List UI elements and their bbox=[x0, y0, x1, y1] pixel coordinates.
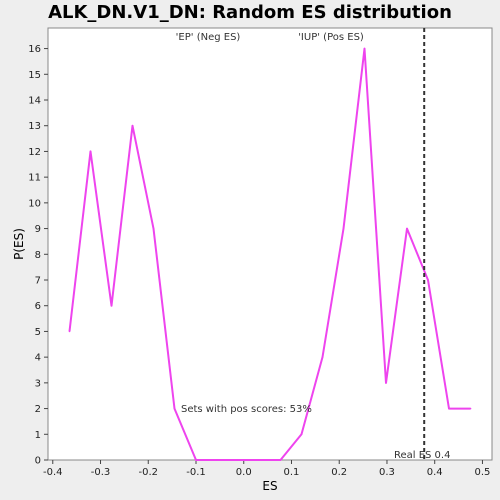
data-point bbox=[89, 150, 92, 153]
y-tick-label: 7 bbox=[35, 276, 41, 287]
y-tick-label: 12 bbox=[28, 147, 41, 158]
x-tick-label: 0.5 bbox=[474, 467, 490, 478]
data-point bbox=[131, 124, 134, 127]
data-point bbox=[110, 304, 113, 307]
data-point bbox=[427, 279, 429, 281]
y-tick-label: 9 bbox=[35, 224, 41, 235]
data-point bbox=[237, 459, 239, 461]
data-point bbox=[300, 433, 303, 436]
x-axis-label: ES bbox=[262, 479, 277, 493]
data-point bbox=[342, 227, 345, 230]
y-tick-label: 13 bbox=[28, 121, 41, 132]
x-tick-label: 0.0 bbox=[236, 467, 252, 478]
chart-title: ALK_DN.V1_DN: Random ES distribution bbox=[48, 2, 452, 23]
x-tick-label: 0.2 bbox=[331, 467, 347, 478]
series-layer bbox=[68, 47, 472, 461]
data-point bbox=[173, 407, 176, 410]
data-point bbox=[385, 382, 387, 384]
data-point bbox=[68, 330, 71, 333]
y-tick-label: 0 bbox=[35, 456, 41, 467]
neg-es-label: 'EP' (Neg ES) bbox=[176, 32, 241, 43]
x-tick-label: -0.3 bbox=[91, 467, 111, 478]
y-tick-label: 2 bbox=[35, 404, 41, 415]
data-point bbox=[195, 459, 197, 461]
x-tick-label: 0.3 bbox=[379, 467, 395, 478]
data-point bbox=[363, 47, 366, 50]
y-tick-label: 8 bbox=[35, 250, 41, 261]
x-tick-label: -0.2 bbox=[139, 467, 159, 478]
data-point bbox=[152, 227, 155, 230]
data-point bbox=[216, 459, 218, 461]
x-tick-label: 0.4 bbox=[427, 467, 443, 478]
y-tick-label: 10 bbox=[28, 198, 41, 209]
axis-ticks: -0.4 -0.3 -0.2 -0.1 0.0 0.1 0.2 0.3 0.4 0.5012345… bbox=[28, 44, 490, 478]
y-tick-label: 5 bbox=[35, 327, 41, 338]
data-point bbox=[406, 227, 408, 230]
series-line bbox=[68, 47, 471, 461]
y-axis-label: P(ES) bbox=[12, 228, 26, 260]
y-tick-label: 4 bbox=[35, 353, 41, 364]
y-tick-label: 1 bbox=[35, 430, 41, 441]
data-point bbox=[258, 459, 260, 461]
y-tick-label: 11 bbox=[28, 173, 41, 184]
y-tick-label: 6 bbox=[35, 301, 41, 312]
pos-scores-annotation: Sets with pos scores: 53% bbox=[181, 404, 312, 415]
x-tick-label: 0.1 bbox=[284, 467, 300, 478]
y-tick-label: 14 bbox=[28, 96, 41, 107]
real-es-label: Real ES 0.4 bbox=[394, 450, 450, 461]
y-tick-label: 3 bbox=[35, 378, 41, 389]
data-point bbox=[469, 407, 472, 410]
y-tick-label: 16 bbox=[28, 44, 41, 55]
y-tick-label: 15 bbox=[28, 70, 41, 81]
x-tick-label: -0.4 bbox=[43, 467, 63, 478]
data-point bbox=[448, 407, 450, 410]
x-tick-label: -0.1 bbox=[186, 467, 206, 478]
plot-area bbox=[47, 27, 493, 461]
data-point bbox=[321, 356, 324, 358]
data-point bbox=[279, 459, 282, 461]
pos-es-label: 'IUP' (Pos ES) bbox=[298, 32, 364, 43]
